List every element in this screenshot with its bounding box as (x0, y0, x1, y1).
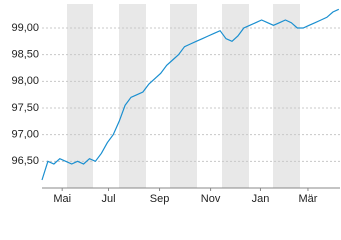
x-tick-label: Sep (150, 193, 170, 205)
y-tick-label: 99,00 (11, 22, 39, 34)
x-tick-label: Nov (201, 193, 221, 205)
y-tick-label: 96,50 (11, 155, 39, 167)
stripes (67, 4, 300, 188)
y-tick-label: 98,50 (11, 49, 39, 61)
y-tick-label: 98,00 (11, 75, 39, 87)
x-tick-label: Jan (252, 193, 270, 205)
x-tick-label: Mai (53, 193, 71, 205)
price-line (41, 8, 340, 181)
y-tick-label: 97,50 (11, 102, 39, 114)
x-tick-label: Mär (298, 193, 317, 205)
y-tick-label: 97,00 (11, 129, 39, 141)
chart: 96,50 97,00 97,50 98,00 98,50 99,00 Mai Jul Sep N… (11, 4, 340, 205)
x-tick-label: Jul (101, 193, 115, 205)
